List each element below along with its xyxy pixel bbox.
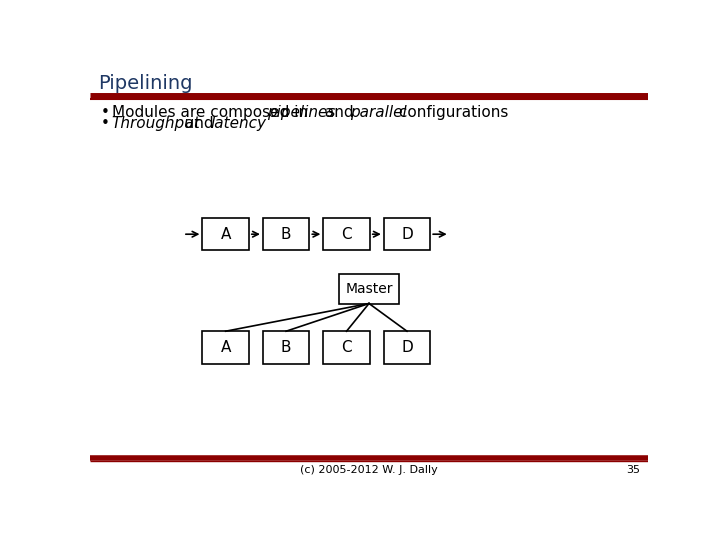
Text: B: B bbox=[281, 340, 292, 355]
Text: parallel: parallel bbox=[351, 105, 407, 120]
Text: and: and bbox=[320, 105, 359, 120]
Text: and: and bbox=[181, 117, 219, 131]
Text: A: A bbox=[220, 227, 231, 242]
Bar bbox=[339, 274, 399, 303]
Text: configurations: configurations bbox=[395, 105, 508, 120]
Bar bbox=[202, 218, 249, 251]
Text: D: D bbox=[401, 340, 413, 355]
Bar bbox=[323, 331, 370, 363]
Bar bbox=[263, 331, 310, 363]
Bar bbox=[384, 218, 431, 251]
Bar bbox=[263, 218, 310, 251]
Text: B: B bbox=[281, 227, 292, 242]
Text: D: D bbox=[401, 227, 413, 242]
Text: 35: 35 bbox=[626, 465, 640, 475]
Text: Modules are composed in: Modules are composed in bbox=[112, 105, 312, 120]
Text: C: C bbox=[341, 340, 352, 355]
Text: pipelines: pipelines bbox=[267, 105, 336, 120]
Text: A: A bbox=[220, 340, 231, 355]
Text: C: C bbox=[341, 227, 352, 242]
Bar bbox=[202, 331, 249, 363]
Text: •: • bbox=[101, 117, 109, 131]
Text: latency: latency bbox=[210, 117, 266, 131]
Text: Pipelining: Pipelining bbox=[98, 74, 192, 93]
Text: (c) 2005-2012 W. J. Dally: (c) 2005-2012 W. J. Dally bbox=[300, 465, 438, 475]
Text: •: • bbox=[101, 105, 109, 120]
Text: Throughput: Throughput bbox=[112, 117, 200, 131]
Bar bbox=[384, 331, 431, 363]
Bar bbox=[323, 218, 370, 251]
Text: Master: Master bbox=[346, 282, 392, 296]
